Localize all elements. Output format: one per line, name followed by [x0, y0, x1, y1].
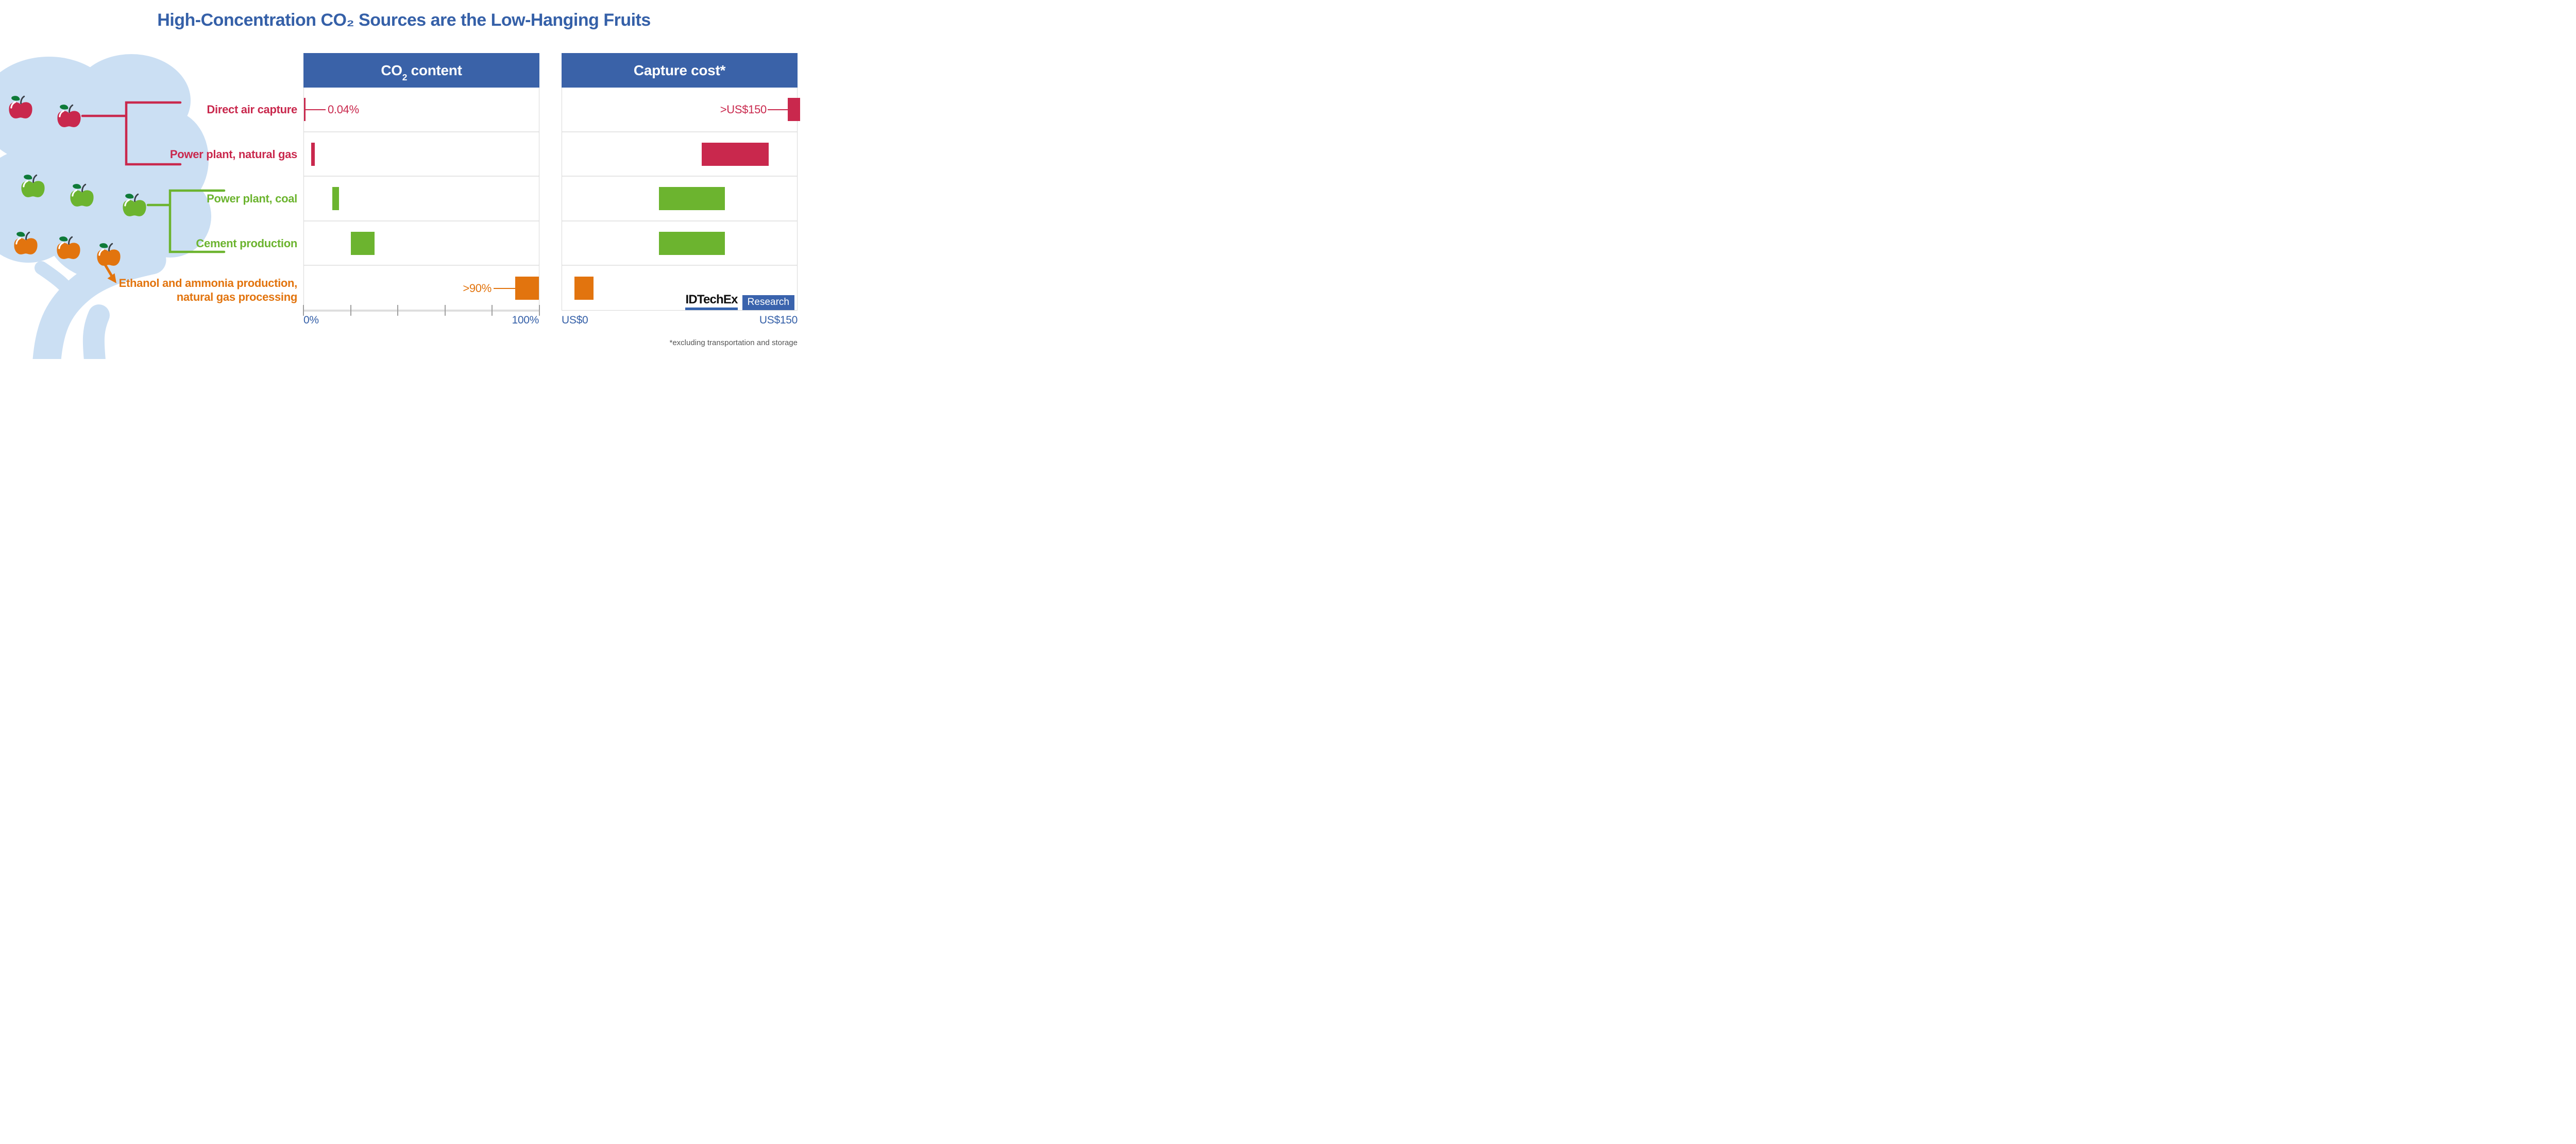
co2-content-header: CO2 content	[303, 53, 539, 88]
bar-cost-cement	[659, 231, 725, 255]
green-bracket-connector	[146, 189, 226, 253]
red-bracket-connector	[81, 101, 182, 166]
annotation-ethanol-co2: >90%	[463, 282, 492, 295]
co2-row-coal	[304, 177, 539, 221]
bar-co2-coal	[332, 187, 340, 211]
co2-row-ethanol	[304, 266, 539, 310]
cost-row-ethanol	[562, 266, 797, 310]
co2-axis-line	[303, 310, 539, 312]
cost-row-coal	[562, 177, 797, 221]
row-label-ethanol-line2: natural gas processing	[176, 291, 298, 303]
co2-axis-min-label: 0%	[303, 314, 319, 326]
infographic-canvas: High-Concentration CO₂ Sources are the L…	[0, 0, 808, 359]
bar-cost-ethanol	[574, 276, 594, 300]
co2-row-direct-air-capture	[304, 88, 539, 132]
axis-tick-40	[397, 305, 399, 316]
page-title: High-Concentration CO₂ Sources are the L…	[157, 10, 651, 30]
row-label-direct-air-capture: Direct air capture	[207, 103, 297, 116]
annotation-dac-co2: 0.04%	[328, 103, 359, 116]
orange-arrow	[104, 263, 116, 283]
co2-row-natural-gas	[304, 132, 539, 177]
cost-row-cement	[562, 221, 797, 266]
apple-tree-illustration	[0, 54, 226, 359]
row-label-power-plant-coal: Power plant, coal	[207, 192, 297, 205]
footnote: *excluding transportation and storage	[669, 338, 798, 347]
capture-cost-panel: Capture cost*	[562, 53, 801, 311]
co2-header-text: CO2 content	[381, 62, 462, 83]
axis-tick-20	[350, 305, 351, 316]
capture-cost-header: Capture cost*	[562, 53, 798, 88]
row-label-ethanol-line1: Ethanol and ammonia production,	[118, 277, 298, 289]
co2-content-panel: CO2 content	[303, 53, 539, 311]
axis-tick-0	[303, 305, 304, 316]
capture-cost-header-text: Capture cost*	[633, 62, 726, 78]
bar-co2-direct-air-capture	[304, 98, 306, 122]
cost-row-direct-air-capture	[562, 88, 801, 132]
idtechex-logo-research-badge: Research	[742, 295, 794, 310]
row-label-power-plant-natural-gas: Power plant, natural gas	[170, 148, 297, 161]
tree-trunk	[32, 246, 166, 359]
annotation-dac-cost: >US$150	[720, 103, 767, 116]
co2-axis-max-label: 100%	[512, 314, 539, 326]
bar-co2-cement	[351, 231, 375, 255]
bar-co2-natural-gas	[311, 142, 315, 166]
co2-panel-body	[303, 88, 539, 311]
leader-line-dac-co2	[305, 109, 326, 110]
leader-line-ethanol-co2	[494, 288, 516, 289]
bar-co2-ethanol	[515, 276, 539, 300]
idtechex-logo: IDTechEx Research	[685, 294, 794, 310]
axis-tick-80	[492, 305, 493, 316]
axis-tick-100	[539, 305, 540, 316]
leader-line-dac-cost	[768, 109, 788, 110]
cost-panel-body	[562, 88, 801, 311]
bar-cost-coal	[659, 187, 725, 211]
bar-cost-direct-air-capture	[787, 98, 801, 122]
row-label-ethanol-ammonia: Ethanol and ammonia production, natural …	[118, 276, 298, 304]
cost-axis-max-label: US$150	[759, 314, 798, 326]
cost-axis-min-label: US$0	[562, 314, 588, 326]
cost-row-natural-gas	[562, 132, 797, 177]
axis-tick-60	[444, 305, 446, 316]
co2-row-cement	[304, 221, 539, 266]
bar-cost-natural-gas	[701, 142, 769, 166]
row-label-cement-production: Cement production	[196, 237, 297, 250]
idtechex-logo-wordmark: IDTechEx	[685, 294, 738, 310]
